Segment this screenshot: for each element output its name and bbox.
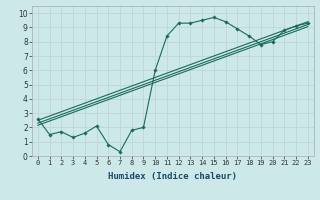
X-axis label: Humidex (Indice chaleur): Humidex (Indice chaleur) xyxy=(108,172,237,181)
